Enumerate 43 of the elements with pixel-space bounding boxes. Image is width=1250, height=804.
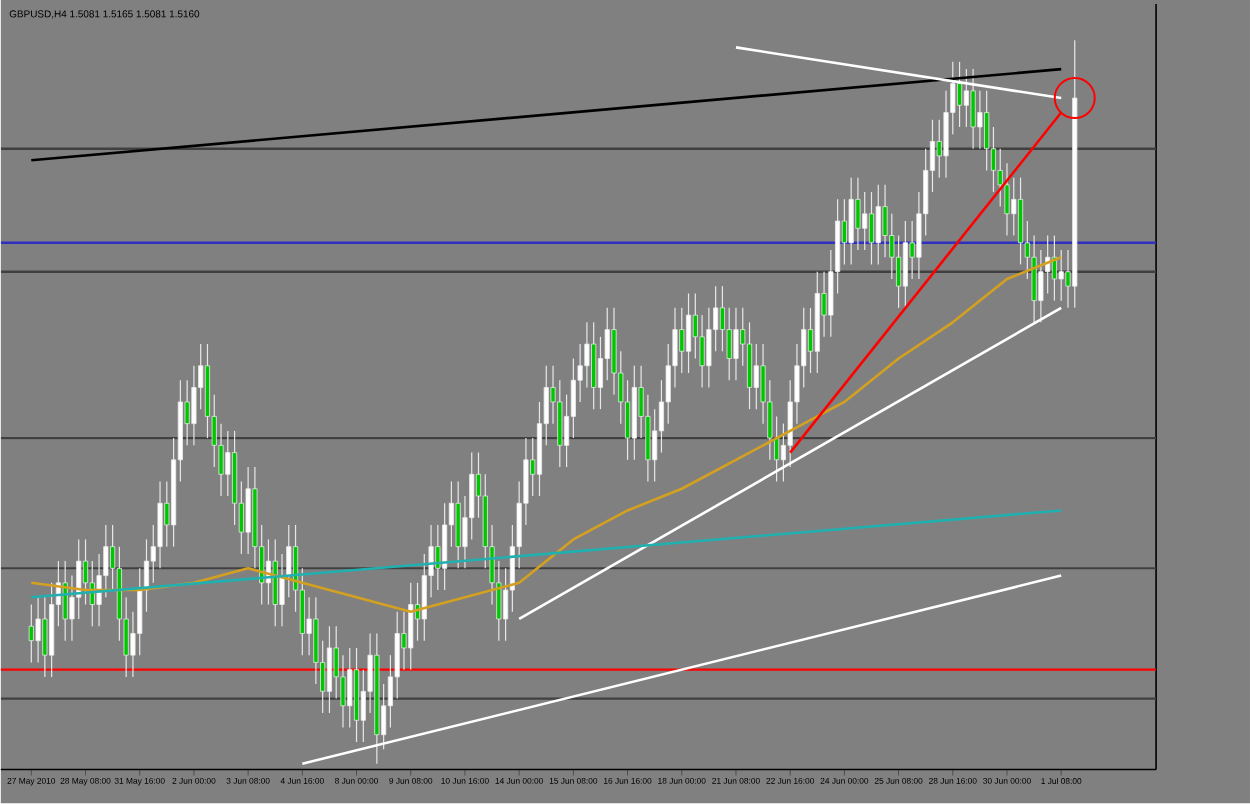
candlestick [82,539,89,606]
candlestick [455,481,461,570]
candlestick [977,90,983,150]
candlestick [435,524,441,591]
candlestick [62,560,68,642]
candlestick [401,611,407,671]
candlestick [902,220,908,309]
candlestick [679,307,685,374]
candlestick [408,582,414,671]
candlestick [272,539,278,628]
candlestick [862,191,868,251]
candlestick [1011,177,1017,237]
candlestick [42,596,48,678]
candlestick [753,343,759,411]
candlestick [957,61,963,128]
candlestick [746,321,753,411]
candlestick [896,235,902,309]
candlestick [306,596,312,657]
candlestick [855,177,861,251]
candlestick [28,604,34,664]
candlestick [245,466,251,555]
candlestick [685,293,692,374]
candlestick [868,191,875,266]
candlestick [848,177,854,266]
candlestick [875,184,881,266]
candlestick [841,198,847,266]
candlestick [970,68,976,150]
candlestick [733,307,739,382]
candlestick [591,321,597,411]
candlestick [719,285,725,353]
candlestick [625,379,631,461]
candlestick [442,502,448,591]
candlestick [225,430,231,497]
candlestick [597,336,604,411]
candlestick [984,90,990,172]
candlestick [909,220,915,280]
candlestick [35,596,41,664]
candlestick [347,647,353,729]
candlestick [936,119,942,179]
candlestick [652,408,658,483]
candlestick [1058,249,1064,302]
candlestick [1017,177,1024,266]
candlestick [326,625,332,714]
